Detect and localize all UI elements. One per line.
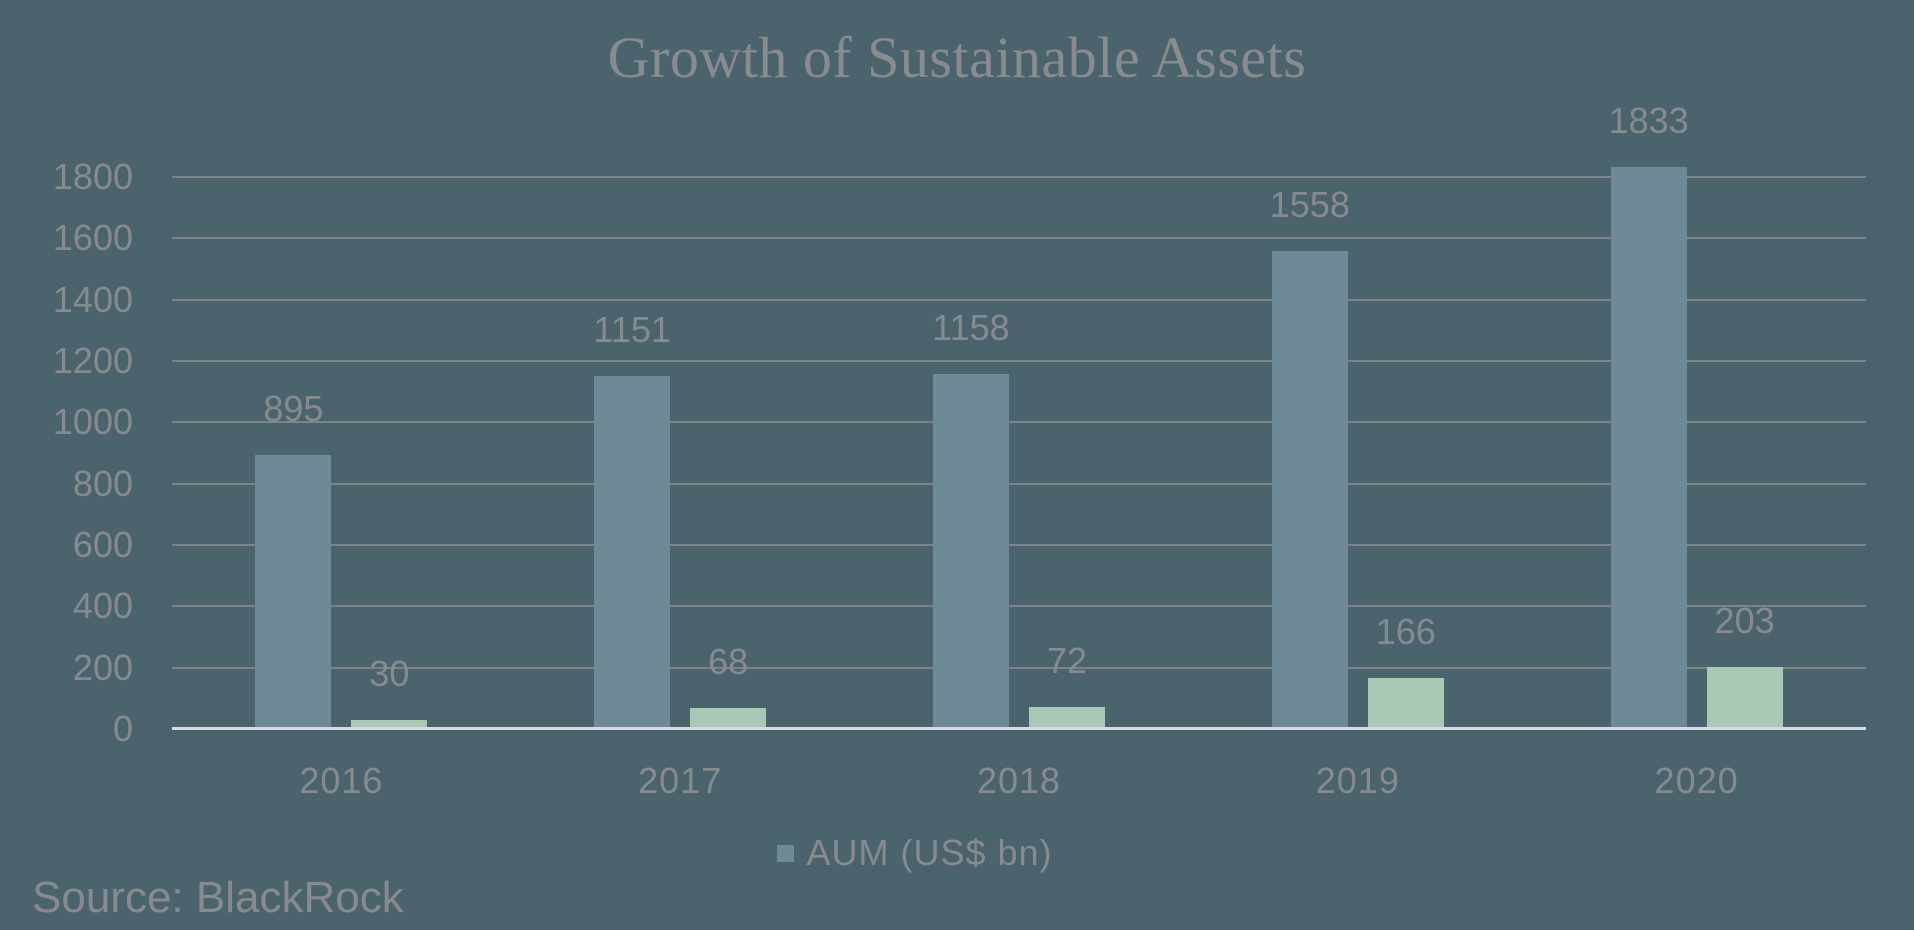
plot-area: 895 30 1151 68 1158 72 1558 166 1833 203	[172, 102, 1866, 730]
y-tick-label-400: 400	[72, 585, 133, 627]
x-tick-label-2018: 2018	[976, 760, 1062, 801]
source-note: Source: BlackRock	[32, 873, 404, 922]
y-axis-labels: 0 200 400 600 800 1000 1200 1400 1600 1800	[30, 159, 133, 747]
bar-2018-series1	[1029, 706, 1105, 729]
y-tick-label-0: 0	[112, 708, 133, 749]
gridline-1200	[172, 360, 1866, 362]
bar-2020-series1	[1706, 666, 1783, 729]
chart-title: Growth of Sustainable Assets	[607, 25, 1307, 90]
legend-label: AUM (US$ bn)	[806, 832, 1053, 873]
data-label-2017-series0: 1151	[593, 309, 671, 351]
gridline-400	[172, 605, 1866, 608]
y-tick-label-1600: 1600	[52, 217, 133, 259]
y-tick-label-200: 200	[72, 646, 133, 688]
data-label-2017-series1: 68	[708, 641, 749, 683]
bar-2017-series0	[594, 376, 671, 729]
gridline-1400	[172, 298, 1866, 301]
bar-2020-series0	[1610, 166, 1687, 729]
y-tick-label-1200: 1200	[52, 340, 133, 381]
data-label-2019-series0: 1558	[1269, 184, 1350, 226]
bar-2017-series1	[690, 708, 767, 729]
data-label-2016-series1: 30	[369, 652, 410, 694]
gridline-1800	[172, 176, 1866, 178]
y-tick-label-1800: 1800	[52, 156, 133, 197]
bar-2019-series0	[1271, 251, 1348, 729]
x-tick-label-2020: 2020	[1654, 760, 1739, 801]
x-axis-line	[172, 727, 1866, 730]
x-tick-label-2016: 2016	[299, 760, 384, 801]
bar-2016-series0	[255, 454, 332, 729]
x-axis-labels: 2016 2017 2018 2019 2020	[172, 761, 1866, 805]
gridline-1600	[172, 237, 1866, 240]
gridline-1000	[172, 421, 1866, 424]
y-tick-label-600: 600	[72, 524, 133, 565]
gridline-800	[172, 482, 1866, 485]
gridline-600	[172, 544, 1866, 546]
y-tick-label-800: 800	[72, 462, 133, 504]
data-label-2020-series1: 203	[1714, 599, 1775, 641]
legend: AUM (US$ bn)	[0, 833, 1872, 873]
data-label-2016-series0: 895	[263, 387, 324, 429]
legend-marker-square-icon	[777, 844, 795, 862]
bar-2016-series1	[351, 719, 428, 729]
data-label-2020-series0: 1833	[1608, 99, 1689, 141]
gridline-200	[172, 666, 1866, 669]
data-label-2018-series1: 72	[1046, 639, 1088, 681]
x-tick-label-2017: 2017	[638, 760, 723, 801]
bar-2019-series1	[1367, 678, 1444, 729]
data-label-2018-series0: 1158	[932, 306, 1010, 348]
y-tick-label-1000: 1000	[52, 401, 133, 443]
y-tick-label-1400: 1400	[52, 278, 133, 320]
x-tick-label-2019: 2019	[1315, 760, 1400, 801]
bar-2018-series0	[933, 373, 1009, 729]
data-label-2019-series1: 166	[1375, 611, 1436, 653]
